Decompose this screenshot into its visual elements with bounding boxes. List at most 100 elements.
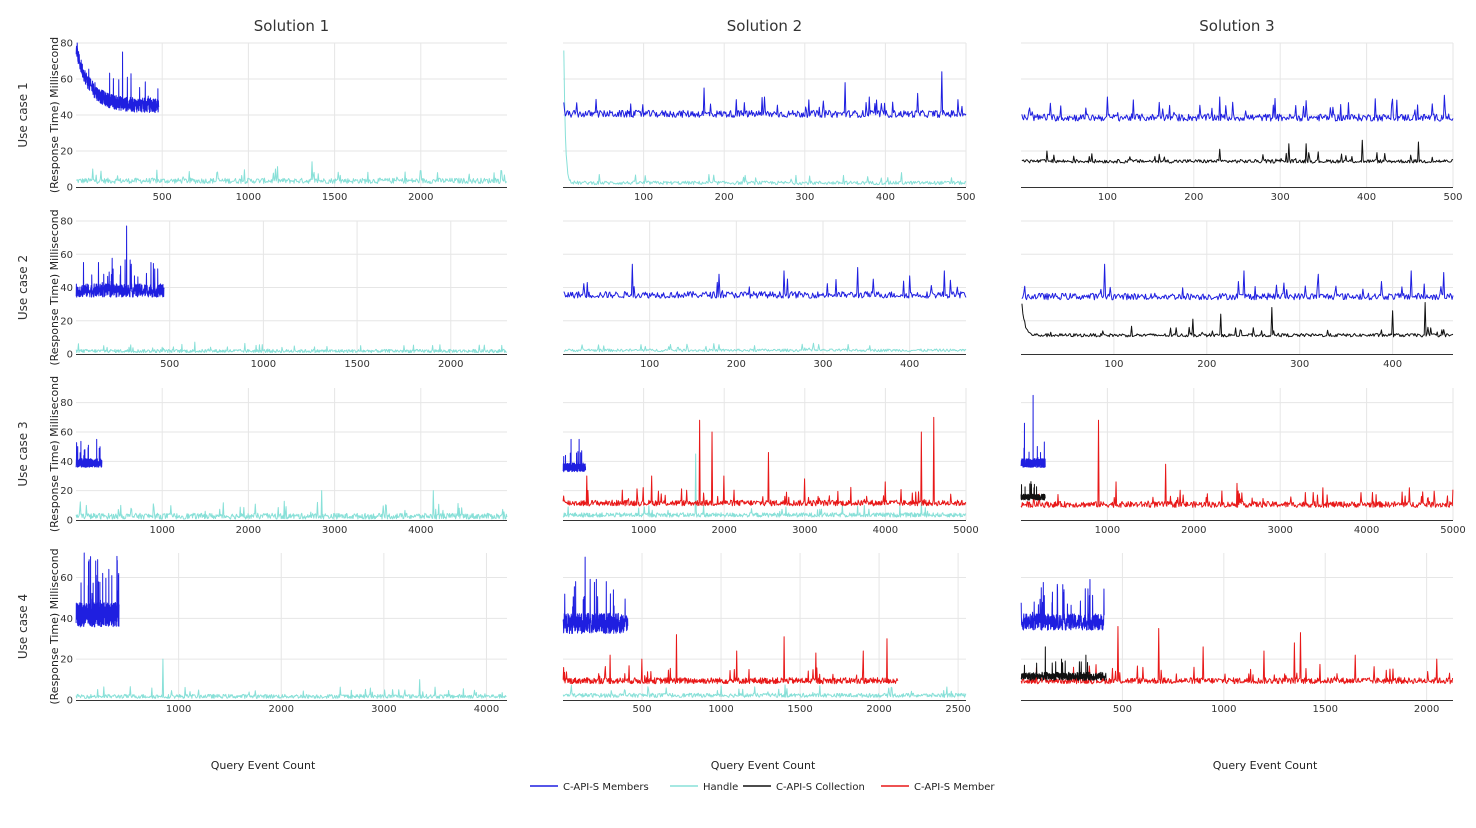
x-tick-label: 500 — [1443, 192, 1462, 203]
series-line-handle — [75, 490, 508, 520]
x-tick-label: 1500 — [344, 359, 369, 370]
series-line-handle — [76, 161, 507, 184]
y-tick-label: 0 — [67, 696, 73, 707]
y-tick-label: 40 — [60, 111, 73, 122]
x-tick-label: 1000 — [166, 704, 191, 715]
subplot-panel: 0 20 40 60 1000 2000 3000 4000 — [60, 552, 507, 715]
x-tick-label: 300 — [795, 192, 814, 203]
series-line-handle — [562, 684, 967, 698]
series-line-handle — [562, 453, 967, 518]
x-tick-label: 500 — [956, 192, 975, 203]
x-tick-label: 1500 — [322, 192, 347, 203]
y-tick-label: 60 — [60, 428, 73, 439]
x-tick-label: 2000 — [866, 704, 891, 715]
x-tick-label: 1500 — [1312, 704, 1337, 715]
x-tick-label: 1000 — [1095, 525, 1120, 536]
y-tick-label: 0 — [67, 516, 73, 527]
x-tick-label: 500 — [160, 359, 179, 370]
y-tick-label: 20 — [60, 655, 73, 666]
x-tick-label: 4000 — [873, 525, 898, 536]
series-line-handle — [75, 658, 507, 699]
subplot-panel: 0 20 40 60 80 1000 2000 3000 4000 — [60, 388, 508, 536]
x-tick-label: 400 — [900, 359, 919, 370]
x-tick-label: 3000 — [1267, 525, 1292, 536]
x-tick-label: 400 — [1357, 192, 1376, 203]
series-line-member — [1020, 419, 1454, 508]
x-tick-label: 1000 — [251, 359, 276, 370]
y-tick-label: 40 — [60, 457, 73, 468]
y-tick-label: 0 — [67, 183, 73, 194]
x-tick-label: 200 — [1184, 192, 1203, 203]
x-tick-label: 200 — [715, 192, 734, 203]
series-line-members — [1020, 394, 1046, 468]
y-axis-label: (Response Time) Millisecond — [48, 548, 61, 704]
x-tick-label: 500 — [632, 704, 651, 715]
x-axis-label: Query Event Count — [1213, 759, 1318, 772]
row-title: Use case 1 — [16, 82, 30, 147]
x-tick-label: 400 — [1383, 359, 1402, 370]
series-line-members — [563, 263, 967, 299]
series-line-handle — [563, 342, 967, 353]
x-tick-label: 1000 — [236, 192, 261, 203]
y-axis-label: (Response Time) Millisecond — [48, 209, 61, 365]
x-axis-label: Query Event Count — [711, 759, 816, 772]
subplot-panel: 100 200 300 400 500 — [1021, 42, 1463, 203]
legend-item-member[interactable]: C-API-S Member — [881, 782, 995, 793]
subplot-panel: 500 1000 1500 2000 2500 — [562, 553, 971, 715]
legend-item-handle[interactable]: Handle — [670, 782, 738, 793]
legend-label: C-API-S Members — [563, 782, 649, 793]
x-tick-label: 2500 — [945, 704, 970, 715]
series-line-members — [563, 71, 967, 118]
x-tick-label: 3000 — [322, 525, 347, 536]
series-line-handle — [75, 341, 507, 354]
y-tick-label: 60 — [60, 75, 73, 86]
subplot-panel: 0 20 40 60 80 500 1000 1500 2000 — [60, 217, 507, 370]
x-tick-label: 1000 — [708, 704, 733, 715]
legend-item-collection[interactable]: C-API-S Collection — [743, 782, 865, 793]
series-line-members — [75, 225, 165, 298]
x-tick-label: 1500 — [787, 704, 812, 715]
y-tick-label: 60 — [60, 250, 73, 261]
x-axis-label: Query Event Count — [211, 759, 316, 772]
subplot-panel: 100 200 300 400 — [1021, 220, 1454, 370]
y-tick-label: 40 — [60, 283, 73, 294]
x-tick-label: 300 — [1290, 359, 1309, 370]
x-tick-label: 2000 — [236, 525, 261, 536]
x-tick-label: 2000 — [711, 525, 736, 536]
series-line-collection — [1021, 139, 1454, 164]
series-line-members — [75, 42, 160, 113]
x-tick-label: 400 — [876, 192, 895, 203]
x-tick-label: 5000 — [953, 525, 978, 536]
x-tick-label: 300 — [1271, 192, 1290, 203]
series-line-member — [562, 416, 967, 507]
x-tick-label: 100 — [1098, 192, 1117, 203]
series-line-members — [1021, 94, 1454, 122]
series-line-members — [562, 438, 587, 473]
x-tick-label: 4000 — [408, 525, 433, 536]
x-tick-label: 1000 — [1211, 704, 1236, 715]
column-title: Solution 1 — [254, 17, 329, 35]
x-tick-label: 100 — [1104, 359, 1123, 370]
y-tick-label: 80 — [60, 398, 73, 409]
row-title: Use case 3 — [16, 421, 30, 486]
x-tick-label: 1000 — [631, 525, 656, 536]
y-tick-label: 20 — [60, 316, 73, 327]
series-line-handle — [563, 50, 967, 186]
x-tick-label: 2000 — [438, 359, 463, 370]
series-line-members — [1021, 263, 1454, 301]
series-line-member — [1020, 626, 1454, 685]
x-tick-label: 500 — [1113, 704, 1132, 715]
series-line-members — [1020, 579, 1105, 631]
subplot-panel: 500 1000 1500 2000 — [1020, 553, 1454, 715]
x-tick-label: 1000 — [149, 525, 174, 536]
legend-item-members[interactable]: C-API-S Members — [530, 782, 649, 793]
x-tick-label: 3000 — [371, 704, 396, 715]
subplot-panel: 1000 2000 3000 4000 5000 — [1020, 388, 1466, 536]
x-tick-label: 3000 — [792, 525, 817, 536]
x-tick-label: 2000 — [269, 704, 294, 715]
subplot-panel: 1000 2000 3000 4000 5000 — [562, 388, 979, 536]
x-tick-label: 300 — [813, 359, 832, 370]
x-tick-label: 2000 — [1181, 525, 1206, 536]
x-tick-label: 500 — [153, 192, 172, 203]
